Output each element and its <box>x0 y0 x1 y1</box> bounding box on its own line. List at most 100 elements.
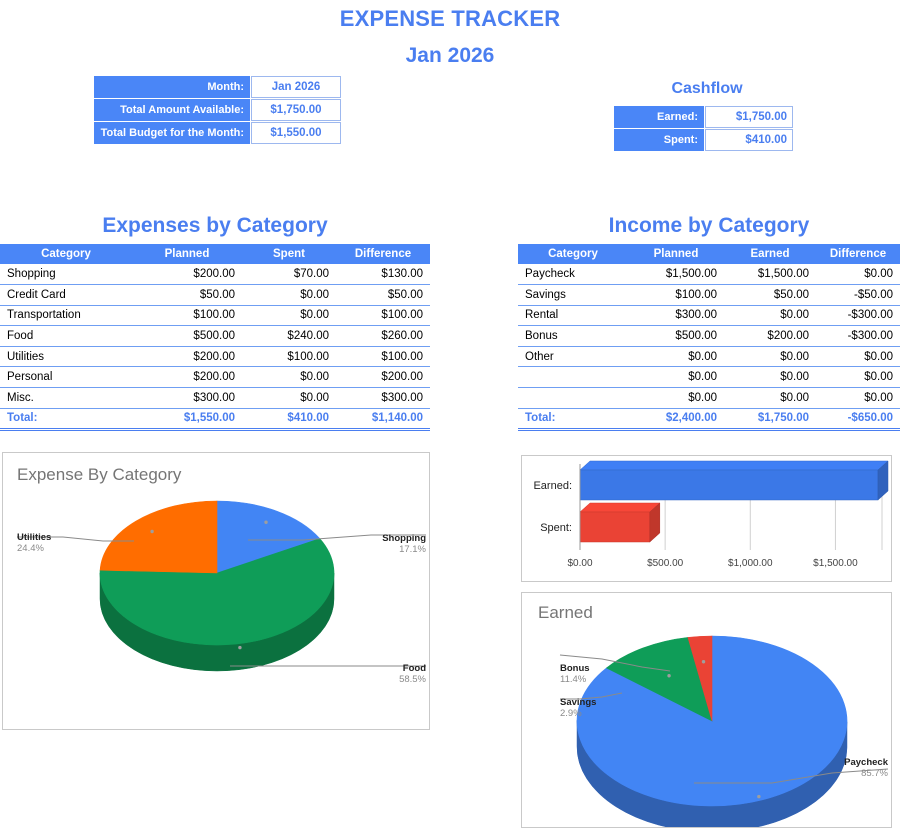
table-row[interactable]: Utilities $200.00 $100.00 $100.00 <box>0 346 430 368</box>
table-row[interactable]: Transportation $100.00 $0.00 $100.00 <box>0 305 430 327</box>
bar-x-tick-label: $1,000.00 <box>728 558 773 569</box>
table-row[interactable]: Bonus $500.00 $200.00 -$300.00 <box>518 325 900 347</box>
income-cell-category: Other <box>518 346 628 368</box>
income-cell-difference: $0.00 <box>816 264 900 286</box>
total-available-label: Total Amount Available: <box>94 99 250 121</box>
summary-panel: Month: Jan 2026 Total Amount Available: … <box>94 76 341 144</box>
pie-leader-line <box>17 536 134 542</box>
expenses-cell-category: Personal <box>0 366 132 389</box>
cashflow-earned-value-field[interactable]: $1,750.00 <box>705 106 793 128</box>
table-row[interactable]: Paycheck $1,500.00 $1,500.00 $0.00 <box>518 264 900 286</box>
total-budget-value-field[interactable]: $1,550.00 <box>251 122 341 144</box>
table-row[interactable]: Shopping $200.00 $70.00 $130.00 <box>0 264 430 286</box>
expenses-table-header-row: Category Planned Spent Difference <box>0 244 430 264</box>
expenses-cell-difference: $200.00 <box>336 366 430 389</box>
pie-leader-line <box>559 654 671 672</box>
total-available-value-field[interactable]: $1,750.00 <box>251 99 341 121</box>
income-total-difference: -$650.00 <box>816 407 900 431</box>
table-row[interactable]: Personal $200.00 $0.00 $200.00 <box>0 366 430 389</box>
bar-earned <box>579 460 889 501</box>
expense-pie-chart-panel[interactable]: Expense By Category Shopping 17.1% Food 58.… <box>2 452 430 730</box>
table-row[interactable]: Other $0.00 $0.00 $0.00 <box>518 346 900 368</box>
income-cell-category <box>518 366 628 389</box>
pie-slice-shopping <box>216 500 321 574</box>
total-budget-label: Total Budget for the Month: <box>94 122 250 144</box>
income-table-header-row: Category Planned Earned Difference <box>518 244 900 264</box>
income-cell-planned: $100.00 <box>628 284 724 306</box>
income-cell-difference: $0.00 <box>816 387 900 409</box>
pie-anchor-dot <box>667 674 671 678</box>
cashflow-row-earned: Earned: $1,750.00 <box>614 106 793 128</box>
income-cell-difference: -$50.00 <box>816 284 900 306</box>
summary-row-total-available: Total Amount Available: $1,750.00 <box>94 99 341 121</box>
expenses-cell-spent: $240.00 <box>242 325 336 347</box>
pie-anchor-dot <box>264 520 268 524</box>
income-cell-earned: $1,500.00 <box>724 264 816 286</box>
income-cell-planned: $0.00 <box>628 366 724 389</box>
expenses-total-row: Total: $1,550.00 $410.00 $1,140.00 <box>0 407 430 431</box>
month-label: Month: <box>94 76 250 98</box>
income-cell-category: Paycheck <box>518 264 628 286</box>
expenses-col-planned: Planned <box>132 244 242 264</box>
expenses-total-spent: $410.00 <box>242 407 336 431</box>
cashflow-bar-chart-svg: Earned: Spent: $0.00 $500.00 $1,000.00 $1,500… <box>533 460 889 569</box>
income-cell-category: Savings <box>518 284 628 306</box>
pie-slice-bonus <box>605 637 713 722</box>
table-row[interactable]: Rental $300.00 $0.00 -$300.00 <box>518 305 900 327</box>
table-row[interactable]: $0.00 $0.00 $0.00 <box>518 387 900 409</box>
expenses-cell-category: Transportation <box>0 305 132 327</box>
table-row[interactable]: Credit Card $50.00 $0.00 $50.00 <box>0 284 430 306</box>
pie-slice-savings <box>687 635 713 722</box>
expenses-cell-planned: $200.00 <box>132 264 242 286</box>
income-total-earned: $1,750.00 <box>724 407 816 431</box>
bar-x-tick-label: $1,500.00 <box>813 558 858 569</box>
expenses-cell-spent: $70.00 <box>242 264 336 286</box>
expenses-cell-planned: $200.00 <box>132 346 242 368</box>
month-value-field[interactable]: Jan 2026 <box>251 76 341 98</box>
pie-anchor-dot <box>150 529 154 534</box>
summary-row-total-budget: Total Budget for the Month: $1,550.00 <box>94 122 341 144</box>
expenses-cell-planned: $50.00 <box>132 284 242 306</box>
income-total-category: Total: <box>518 407 628 431</box>
income-cell-planned: $0.00 <box>628 387 724 409</box>
income-total-row: Total: $2,400.00 $1,750.00 -$650.00 <box>518 407 900 431</box>
income-total-planned: $2,400.00 <box>628 407 724 431</box>
income-cell-category: Rental <box>518 305 628 327</box>
cashflow-panel: Earned: $1,750.00 Spent: $410.00 <box>614 106 793 151</box>
bar-spent <box>579 502 661 543</box>
expenses-total-category: Total: <box>0 407 132 431</box>
expenses-cell-spent: $0.00 <box>242 366 336 389</box>
expenses-cell-difference: $50.00 <box>336 284 430 306</box>
pie-anchor-dot <box>238 645 242 650</box>
table-row[interactable]: Savings $100.00 $50.00 -$50.00 <box>518 284 900 306</box>
expenses-cell-spent: $100.00 <box>242 346 336 368</box>
expenses-cell-difference: $130.00 <box>336 264 430 286</box>
income-cell-category <box>518 387 628 409</box>
income-cell-earned: $0.00 <box>724 346 816 368</box>
income-table: Category Planned Earned Difference Paych… <box>518 244 900 431</box>
income-col-difference: Difference <box>816 244 900 264</box>
expenses-section-heading: Expenses by Category <box>102 214 328 237</box>
income-cell-difference: $0.00 <box>816 346 900 368</box>
table-row[interactable]: Food $500.00 $240.00 $260.00 <box>0 325 430 347</box>
table-row[interactable]: $0.00 $0.00 $0.00 <box>518 366 900 389</box>
cashflow-title: Cashflow <box>671 80 743 97</box>
income-cell-earned: $200.00 <box>724 325 816 347</box>
income-cell-earned: $0.00 <box>724 366 816 389</box>
bar-category-label: Earned: <box>533 480 572 492</box>
expenses-table: Category Planned Spent Difference Shoppi… <box>0 244 430 431</box>
expenses-cell-difference: $100.00 <box>336 346 430 368</box>
expenses-total-difference: $1,140.00 <box>336 407 430 431</box>
cashflow-spent-value-field[interactable]: $410.00 <box>705 129 793 151</box>
cashflow-spent-label: Spent: <box>614 129 704 151</box>
expenses-cell-planned: $500.00 <box>132 325 242 347</box>
table-row[interactable]: Misc. $300.00 $0.00 $300.00 <box>0 387 430 409</box>
cashflow-bar-chart-panel[interactable]: Earned: Spent: $0.00 $500.00 $1,000.00 $1,500… <box>521 455 892 582</box>
income-cell-earned: $50.00 <box>724 284 816 306</box>
expenses-cell-category: Misc. <box>0 387 132 409</box>
earned-pie-chart-panel[interactable]: Earned Paycheck 85.7% Bonus 11.4% Savings 2.9… <box>521 592 892 828</box>
expenses-cell-planned: $300.00 <box>132 387 242 409</box>
income-cell-planned: $500.00 <box>628 325 724 347</box>
